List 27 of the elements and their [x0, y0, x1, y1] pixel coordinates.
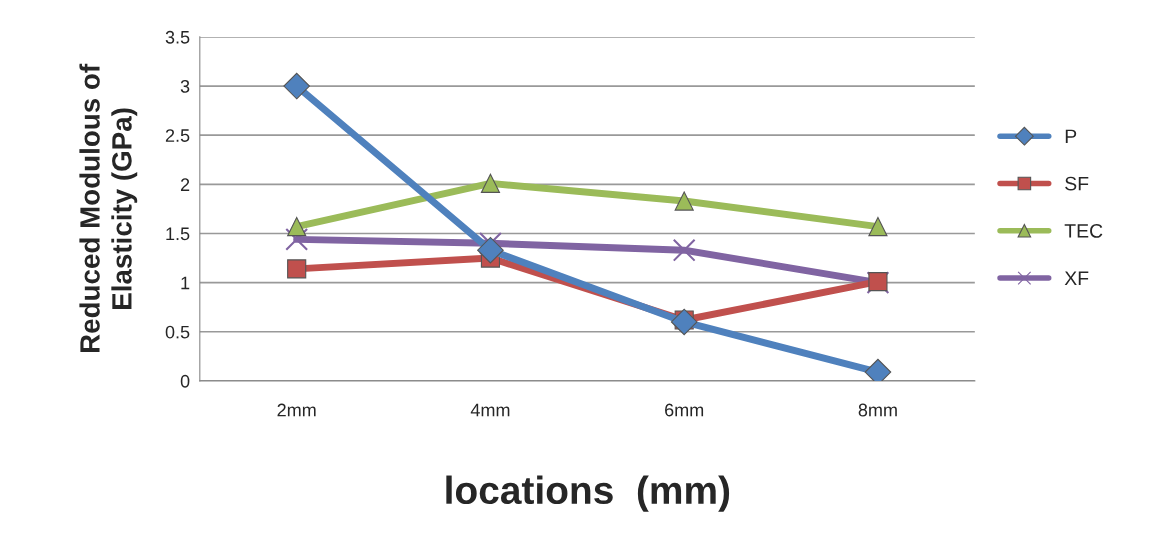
x-axis-title: locations (mm) — [446, 475, 730, 512]
point — [287, 217, 307, 237]
point — [480, 173, 501, 193]
x-tick-label: 2mm — [277, 403, 316, 417]
point — [477, 236, 504, 264]
y-tick-label: 1 — [181, 276, 190, 290]
legend-label: P — [1065, 129, 1077, 144]
y-tick-label: 2 — [180, 178, 190, 191]
point — [670, 308, 698, 336]
point — [287, 259, 307, 279]
y-tick-label: 0.5 — [165, 325, 190, 339]
y-tick-label: 3 — [180, 79, 190, 93]
y-tick-label: 3.5 — [165, 30, 190, 44]
x-tick-label: 4mm — [470, 403, 510, 417]
point — [868, 217, 888, 237]
point — [672, 238, 696, 262]
legend-label: SF — [1065, 176, 1089, 191]
x-tick-label: 6mm — [665, 403, 704, 417]
legend-label: TEC — [1064, 224, 1103, 238]
x-tick-label: 8mm — [858, 403, 897, 417]
y-tick-label: 1.5 — [166, 227, 190, 241]
y-tick-label: 2.5 — [165, 129, 190, 142]
point — [283, 72, 311, 100]
y-tick-label: 0 — [180, 374, 190, 388]
legend-label: XF — [1064, 271, 1089, 285]
y-axis-title: Reduced Modulous of Elasticity (GPa) — [79, 63, 138, 353]
point — [674, 191, 694, 211]
